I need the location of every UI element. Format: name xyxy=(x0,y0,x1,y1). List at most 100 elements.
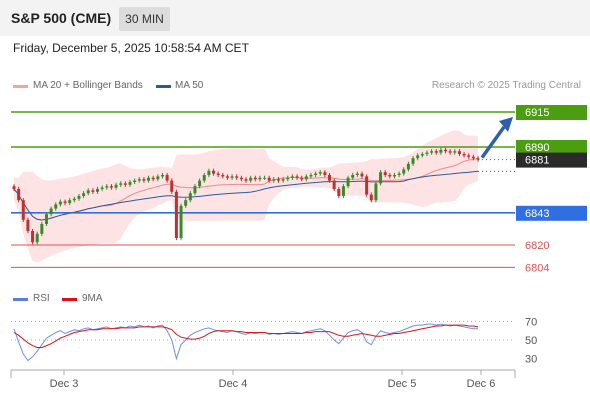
candle-body xyxy=(365,176,369,195)
candle-body xyxy=(406,163,410,170)
candle-body xyxy=(286,177,290,180)
candle-body xyxy=(332,180,336,189)
candle-body xyxy=(174,191,178,238)
candle-body xyxy=(369,194,373,201)
ma50-legend-swatch xyxy=(156,85,171,88)
candle-body xyxy=(239,177,243,180)
candle-body xyxy=(230,176,234,178)
x-axis-label: Dec 3 xyxy=(50,378,79,390)
candle-body xyxy=(109,186,113,188)
candle-body xyxy=(193,186,197,194)
datetime-label: Friday, December 5, 2025 10:58:54 AM CET xyxy=(13,41,249,55)
candle-body xyxy=(476,158,480,160)
level-label-6890: 6890 xyxy=(525,142,549,154)
candle-body xyxy=(467,155,471,157)
candle-body xyxy=(374,183,378,201)
candle-body xyxy=(318,172,322,174)
candle-body xyxy=(355,173,359,175)
candle-body xyxy=(77,196,81,199)
candle-body xyxy=(72,198,76,201)
candle-body xyxy=(453,151,457,153)
candle-body xyxy=(383,172,387,175)
candle-body xyxy=(35,233,39,243)
candle-body xyxy=(263,177,267,179)
rsi-axis-label: 30 xyxy=(525,354,537,366)
candle-body xyxy=(416,155,420,159)
candle-body xyxy=(244,179,248,181)
candle-body xyxy=(430,151,434,153)
candle-body xyxy=(21,200,25,220)
candle-body xyxy=(202,175,206,181)
candle-body xyxy=(388,175,392,177)
candle-body xyxy=(295,176,299,178)
rsi-ma-legend-label: 9MA xyxy=(82,293,103,304)
candle-body xyxy=(379,172,383,184)
candle-body xyxy=(439,149,443,153)
candle-body xyxy=(147,177,151,181)
research-credit: Research © 2025 Trading Central xyxy=(431,80,581,91)
candle-body xyxy=(68,200,72,203)
candle-body xyxy=(91,190,95,192)
candle-body xyxy=(184,200,188,206)
candle-body xyxy=(346,177,350,187)
instrument-title: S&P 500 (CME) xyxy=(11,10,112,26)
candle-body xyxy=(434,151,438,153)
candle-body xyxy=(328,175,332,181)
candle-body xyxy=(249,177,253,181)
timeframe-button[interactable]: 30 MIN xyxy=(119,7,170,31)
candle-body xyxy=(96,189,100,192)
candle-body xyxy=(397,173,401,175)
rsi-legend-label: RSI xyxy=(33,293,50,304)
candle-body xyxy=(58,201,62,205)
candle-body xyxy=(44,214,48,224)
candle-body xyxy=(276,179,280,181)
candle-body xyxy=(179,205,183,238)
rsi-legend-swatch xyxy=(13,298,28,301)
candle-body xyxy=(82,193,86,196)
candle-body xyxy=(323,172,327,175)
x-axis-label: Dec 4 xyxy=(219,378,248,390)
candle-body xyxy=(235,176,239,178)
bollinger-legend-swatch xyxy=(13,85,28,88)
candle-body xyxy=(165,175,169,181)
candle-body xyxy=(105,186,109,188)
candle-body xyxy=(471,156,475,159)
candle-body xyxy=(420,154,424,156)
candle-body xyxy=(63,201,67,203)
rsi-line xyxy=(13,323,478,362)
candle-body xyxy=(290,176,294,178)
candle-body xyxy=(86,190,90,194)
candle-body xyxy=(457,151,461,154)
candle-body xyxy=(198,180,202,187)
candle-body xyxy=(54,204,58,209)
candle-body xyxy=(26,219,30,231)
candle-body xyxy=(212,170,216,174)
candle-body xyxy=(156,176,160,180)
level-label-6804: 6804 xyxy=(525,262,549,274)
candle-body xyxy=(402,169,406,174)
x-axis-label: Dec 5 xyxy=(388,378,417,390)
candle-body xyxy=(100,187,104,189)
candle-body xyxy=(31,231,35,243)
candle-body xyxy=(17,189,21,201)
level-label-6843: 6843 xyxy=(525,208,549,220)
candle-body xyxy=(12,186,16,189)
level-box-6881 xyxy=(516,152,587,168)
candle-body xyxy=(49,208,53,215)
candle-body xyxy=(341,186,345,196)
candle-body xyxy=(300,177,304,180)
candle-body xyxy=(462,154,466,156)
candle-body xyxy=(142,179,146,181)
candle-body xyxy=(123,183,127,185)
candle-body xyxy=(309,175,313,177)
level-box-6890 xyxy=(516,140,587,155)
candle-body xyxy=(304,176,308,180)
candle-body xyxy=(314,173,318,175)
candle-body xyxy=(170,180,174,192)
level-box-6843 xyxy=(516,205,587,221)
rsi-ma-line xyxy=(13,324,479,348)
candle-body xyxy=(411,158,415,164)
header-bar: S&P 500 (CME) 30 MIN xyxy=(0,0,590,36)
rsi-ma-legend-swatch xyxy=(62,298,77,301)
